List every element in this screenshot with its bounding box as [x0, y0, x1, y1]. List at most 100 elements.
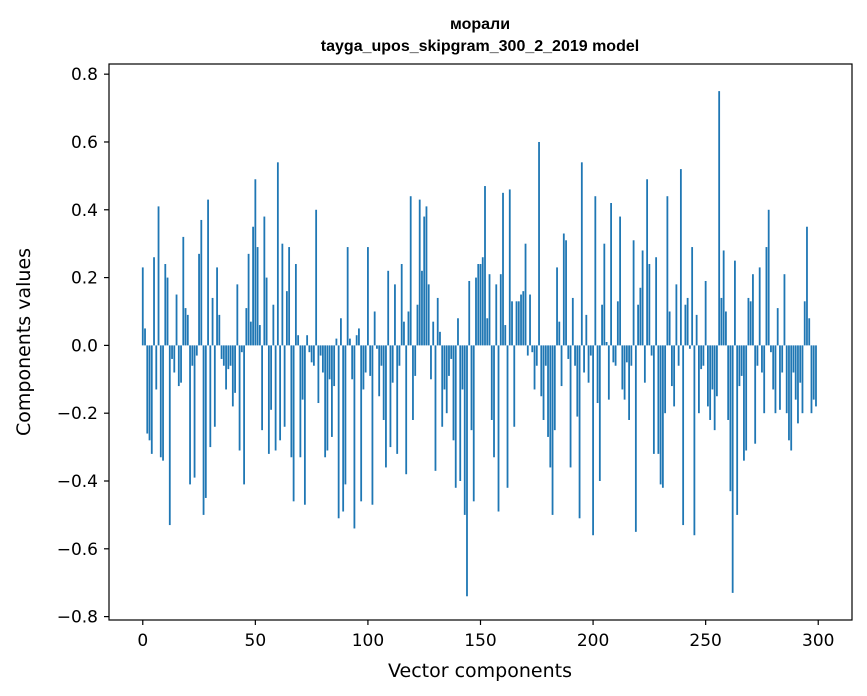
bar-48 — [249, 321, 252, 346]
bar-83 — [328, 345, 331, 380]
bar-20 — [186, 314, 189, 346]
bar-140 — [457, 318, 459, 346]
bar-14 — [173, 345, 176, 373]
bar-129 — [432, 321, 435, 346]
bar-53 — [261, 345, 263, 431]
bar-187 — [562, 233, 565, 346]
bar-230 — [659, 345, 662, 485]
bar-270 — [749, 301, 752, 346]
bar-84 — [331, 345, 333, 437]
bar-0 — [141, 267, 144, 346]
x-axis: 0 50 100 150 200 250 300 — [137, 620, 834, 651]
bar-147 — [472, 345, 475, 502]
bar-211 — [616, 301, 619, 346]
bar-298 — [812, 345, 815, 400]
bar-213 — [621, 345, 624, 390]
bar-135 — [445, 345, 448, 414]
bar-134 — [443, 345, 446, 390]
bar-108 — [385, 345, 387, 468]
bar-180 — [547, 345, 549, 437]
bar-58 — [272, 304, 275, 346]
bar-169 — [522, 291, 525, 346]
bar-90 — [344, 345, 347, 485]
bar-266 — [740, 345, 743, 376]
bar-294 — [803, 301, 806, 346]
bar-208 — [610, 203, 612, 346]
bar-219 — [634, 345, 637, 532]
bar-257 — [720, 297, 723, 346]
bar-231 — [661, 345, 664, 488]
bar-216 — [628, 345, 630, 420]
chart-title-group: морали tayga_upos_skipgram_300_2_2019 mo… — [321, 16, 639, 55]
bar-2 — [146, 345, 149, 434]
bar-5 — [153, 257, 155, 346]
bar-172 — [529, 294, 531, 346]
bar-87 — [337, 345, 340, 519]
bar-128 — [430, 345, 432, 380]
bar-100 — [367, 247, 369, 346]
bar-132 — [439, 331, 441, 346]
bar-189 — [567, 345, 570, 359]
bar-206 — [605, 342, 608, 346]
bar-291 — [797, 345, 799, 424]
bar-182 — [551, 345, 554, 515]
bar-142 — [461, 345, 464, 390]
bar-3 — [148, 345, 151, 441]
bar-207 — [607, 345, 610, 400]
bar-36 — [222, 345, 225, 366]
x-tick-label: 150 — [464, 631, 496, 651]
bar-235 — [670, 345, 673, 387]
bar-45 — [243, 345, 245, 485]
bar-255 — [716, 345, 718, 397]
bar-75 — [310, 345, 313, 363]
bar-288 — [790, 345, 793, 451]
bar-9 — [162, 345, 164, 461]
bar-234 — [668, 311, 671, 346]
bar-67 — [292, 345, 295, 502]
bar-191 — [571, 297, 574, 346]
bar-249 — [702, 345, 705, 366]
bar-261 — [729, 345, 732, 492]
bar-226 — [650, 345, 653, 356]
bar-205 — [603, 243, 606, 346]
bar-163 — [508, 189, 511, 346]
bar-214 — [623, 345, 626, 400]
bar-173 — [531, 345, 534, 353]
bar-38 — [227, 345, 230, 370]
bar-200 — [592, 345, 594, 536]
bar-107 — [382, 345, 385, 420]
x-tick-label: 0 — [137, 631, 148, 651]
bar-55 — [265, 277, 268, 346]
bar-286 — [785, 345, 788, 414]
bar-236 — [673, 345, 676, 407]
bar-278 — [767, 209, 770, 346]
bar-210 — [614, 345, 617, 366]
bar-120 — [412, 345, 414, 420]
bar-133 — [441, 345, 444, 427]
bar-241 — [684, 304, 687, 346]
bar-41 — [234, 345, 236, 393]
bar-237 — [675, 284, 678, 346]
bar-96 — [358, 328, 360, 346]
bar-260 — [727, 345, 730, 420]
bar-144 — [466, 345, 468, 597]
bar-19 — [184, 308, 187, 346]
bar-151 — [481, 257, 484, 346]
bar-39 — [229, 345, 232, 366]
bar-188 — [565, 240, 567, 346]
bar-145 — [468, 280, 471, 346]
bar-136 — [448, 345, 450, 376]
bar-268 — [745, 345, 748, 451]
bar-79 — [319, 345, 322, 356]
bar-70 — [299, 345, 302, 458]
bar-35 — [220, 345, 223, 359]
bar-37 — [225, 345, 227, 390]
bar-119 — [409, 196, 412, 346]
bar-72 — [303, 345, 306, 505]
bar-44 — [240, 345, 243, 353]
bar-267 — [743, 345, 745, 461]
bar-218 — [632, 240, 635, 346]
bar-24 — [195, 345, 198, 356]
bar-243 — [688, 345, 691, 349]
bar-7 — [157, 206, 160, 346]
